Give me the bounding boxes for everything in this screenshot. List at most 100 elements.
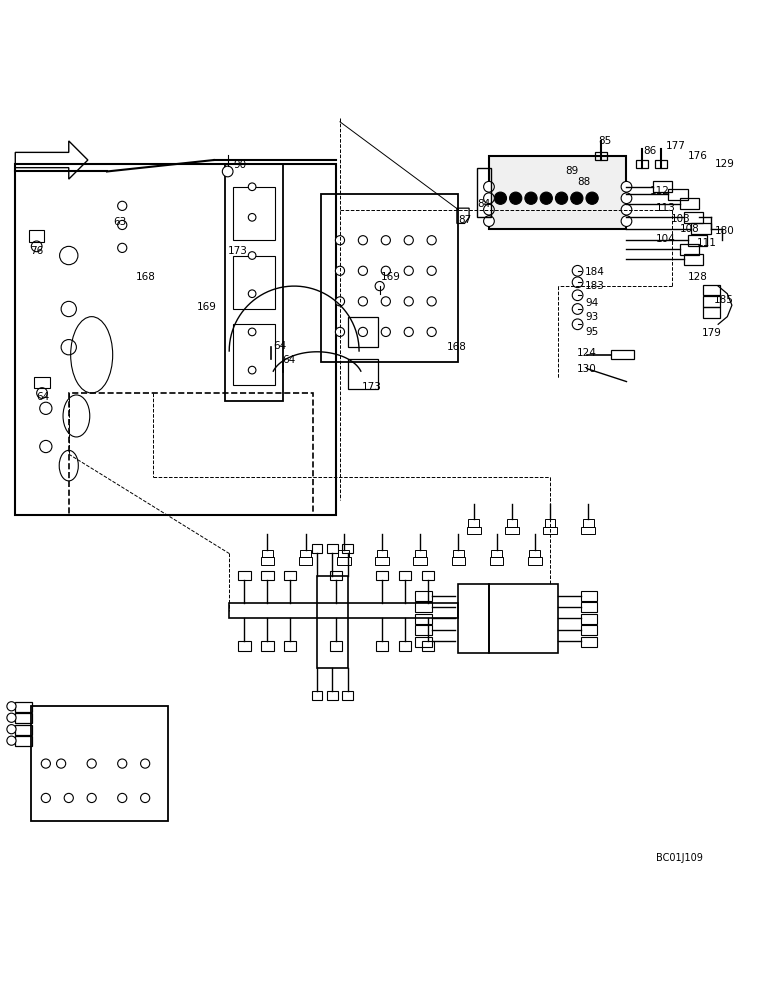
Circle shape xyxy=(572,290,583,301)
Bar xyxy=(529,550,540,557)
Circle shape xyxy=(525,192,537,204)
Bar xyxy=(415,591,432,601)
Bar xyxy=(327,691,338,700)
Bar xyxy=(684,212,703,223)
Circle shape xyxy=(381,297,390,306)
Bar xyxy=(636,160,648,168)
Circle shape xyxy=(621,193,632,204)
Bar xyxy=(284,571,296,580)
Circle shape xyxy=(87,759,96,768)
Bar xyxy=(415,550,426,557)
Text: 64: 64 xyxy=(37,392,50,402)
Text: 179: 179 xyxy=(701,328,721,338)
Circle shape xyxy=(141,759,150,768)
Bar xyxy=(490,557,503,565)
Bar xyxy=(15,725,32,735)
Circle shape xyxy=(572,319,583,330)
Text: 88: 88 xyxy=(577,177,590,187)
Text: 176: 176 xyxy=(688,151,707,161)
Bar xyxy=(703,285,720,295)
Bar xyxy=(468,519,479,527)
Bar xyxy=(284,641,296,651)
Circle shape xyxy=(484,181,494,192)
Bar xyxy=(691,223,711,234)
Bar xyxy=(317,576,348,668)
Bar xyxy=(15,164,336,515)
Bar xyxy=(491,550,502,557)
Text: 184: 184 xyxy=(585,267,605,277)
Text: 130: 130 xyxy=(577,364,597,374)
Bar xyxy=(467,527,481,534)
Circle shape xyxy=(404,236,413,245)
Text: 129: 129 xyxy=(714,159,734,169)
Bar xyxy=(680,198,699,209)
Text: 185: 185 xyxy=(714,295,733,305)
Bar xyxy=(415,614,432,624)
Bar xyxy=(543,527,557,534)
Circle shape xyxy=(222,166,233,177)
Circle shape xyxy=(248,366,256,374)
Text: 84: 84 xyxy=(478,199,490,209)
Circle shape xyxy=(572,277,583,288)
Circle shape xyxy=(404,297,413,306)
Text: 63: 63 xyxy=(113,217,126,227)
Circle shape xyxy=(87,793,96,803)
Text: 180: 180 xyxy=(714,226,734,236)
Bar xyxy=(452,557,465,565)
Circle shape xyxy=(141,793,150,803)
Circle shape xyxy=(572,304,583,314)
Circle shape xyxy=(335,266,345,275)
Circle shape xyxy=(404,266,413,275)
Bar xyxy=(377,550,387,557)
Bar xyxy=(684,254,703,265)
Circle shape xyxy=(248,183,256,191)
Bar xyxy=(415,637,432,647)
Text: 111: 111 xyxy=(697,238,717,248)
Bar xyxy=(233,187,275,240)
Bar xyxy=(453,550,464,557)
Circle shape xyxy=(335,236,345,245)
Circle shape xyxy=(57,759,66,768)
Bar xyxy=(348,359,378,389)
Bar xyxy=(581,637,597,647)
Text: 89: 89 xyxy=(565,166,578,176)
Polygon shape xyxy=(15,141,88,179)
Bar xyxy=(229,603,458,618)
Circle shape xyxy=(335,297,345,306)
Bar xyxy=(330,641,342,651)
Text: 173: 173 xyxy=(228,246,248,256)
Bar xyxy=(668,189,688,200)
Bar xyxy=(688,235,707,246)
Bar xyxy=(327,544,338,553)
Circle shape xyxy=(381,236,390,245)
Bar xyxy=(611,350,634,359)
Bar xyxy=(458,584,489,653)
Circle shape xyxy=(572,265,583,276)
Bar xyxy=(489,156,626,229)
Circle shape xyxy=(427,236,436,245)
Circle shape xyxy=(118,243,127,252)
Bar xyxy=(655,160,667,168)
Bar xyxy=(489,584,558,653)
Bar xyxy=(478,168,491,217)
Bar xyxy=(583,519,594,527)
Circle shape xyxy=(358,266,367,275)
Bar xyxy=(415,602,432,612)
Circle shape xyxy=(621,216,632,226)
Circle shape xyxy=(248,214,256,221)
Text: 94: 94 xyxy=(585,298,598,308)
Bar xyxy=(348,317,378,347)
Circle shape xyxy=(118,201,127,210)
Circle shape xyxy=(586,192,598,204)
Circle shape xyxy=(540,192,552,204)
Text: 183: 183 xyxy=(585,281,605,291)
Bar xyxy=(15,713,32,723)
Bar xyxy=(507,519,517,527)
Circle shape xyxy=(510,192,522,204)
Circle shape xyxy=(494,192,507,204)
Circle shape xyxy=(335,327,345,337)
Bar xyxy=(29,230,44,242)
Bar xyxy=(422,571,434,580)
Circle shape xyxy=(358,297,367,306)
Circle shape xyxy=(381,327,390,337)
